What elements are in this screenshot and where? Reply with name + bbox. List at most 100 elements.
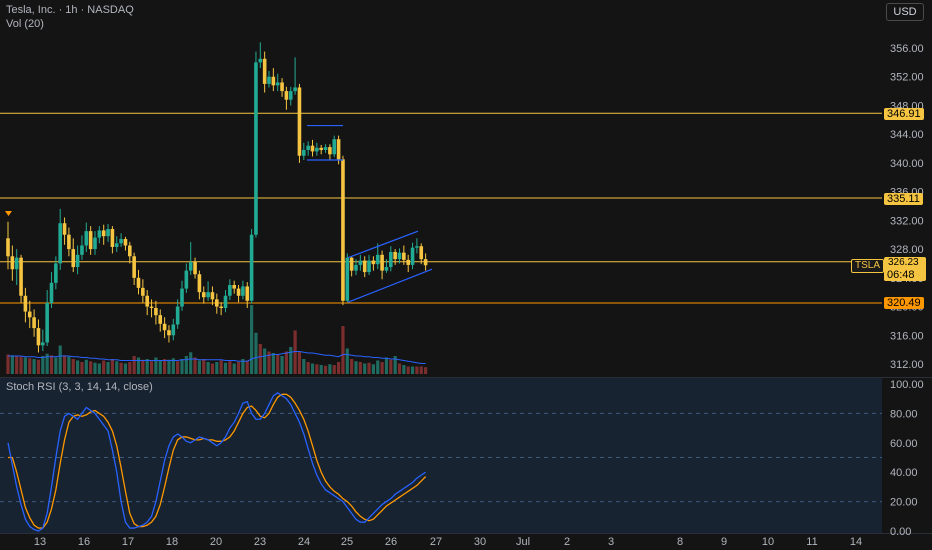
time-tick-label: Jul xyxy=(516,536,530,548)
candle xyxy=(132,252,136,285)
time-tick-label: 30 xyxy=(474,536,486,548)
volume-bar xyxy=(167,359,171,374)
candle-body xyxy=(393,251,397,260)
candle xyxy=(145,290,149,316)
volume-bar xyxy=(323,365,328,374)
volume-bar xyxy=(15,356,19,374)
time-tick-label: 13 xyxy=(34,536,46,548)
candle-body xyxy=(297,87,302,156)
candle xyxy=(410,242,415,270)
volume-bar xyxy=(106,362,110,374)
volume-bar xyxy=(358,362,362,374)
time-tick-label: 8 xyxy=(677,536,683,548)
candle xyxy=(162,317,167,339)
volume-bar xyxy=(276,354,280,374)
volume-bar xyxy=(154,357,158,374)
price-tag-mid: 335.11 xyxy=(884,193,923,205)
currency-button[interactable]: USD xyxy=(886,3,924,21)
candle-body xyxy=(14,257,19,270)
time-axis: 13 16 17 18 20 23 24 25 26 27 30 Jul 2 3 8 9 10 11 14 xyxy=(34,536,862,548)
candle-body xyxy=(284,91,289,100)
candle-body xyxy=(332,139,337,155)
candle-body xyxy=(128,245,132,257)
volume-bar xyxy=(6,354,10,374)
volume-bar xyxy=(115,361,119,374)
candle-body xyxy=(362,260,367,273)
candle xyxy=(423,253,428,271)
candle-body xyxy=(293,87,297,92)
volume-bar xyxy=(402,365,406,374)
candle-body xyxy=(380,254,384,271)
candle-body xyxy=(23,295,28,312)
volume-bar xyxy=(76,360,80,374)
candle xyxy=(71,238,76,273)
volume-bar xyxy=(241,359,245,374)
candle-body xyxy=(271,76,276,86)
candle-body xyxy=(193,262,197,275)
candle-body xyxy=(19,257,23,296)
channel-upper-line xyxy=(347,230,419,259)
volume-bar xyxy=(149,361,154,374)
volume-bar xyxy=(328,364,332,374)
volume-bar xyxy=(254,332,258,374)
candle-body xyxy=(228,285,232,296)
volume-bar xyxy=(210,363,215,374)
volume-bar xyxy=(197,360,201,374)
volume-bar xyxy=(136,357,141,374)
last-price-value: 326.23 xyxy=(888,257,919,268)
volume-bar xyxy=(376,360,380,374)
candle-body xyxy=(275,82,280,86)
volume-bar xyxy=(350,359,354,374)
candle xyxy=(197,270,202,300)
horizontal-levels xyxy=(0,112,882,304)
candle-body xyxy=(336,139,341,160)
price-tag-low: 320.49 xyxy=(884,297,924,309)
rsi-tick-label: 80.00 xyxy=(890,408,918,420)
volume-bar xyxy=(193,357,197,374)
candle-body xyxy=(288,91,293,100)
candle xyxy=(310,139,315,157)
candle xyxy=(258,42,263,69)
volume-bar xyxy=(32,359,36,374)
price-tick-label: 340.00 xyxy=(890,158,924,170)
volume-bar xyxy=(28,358,32,374)
candle xyxy=(332,135,337,158)
candle-body xyxy=(32,317,36,329)
volume-bar xyxy=(284,351,288,374)
time-tick-label: 27 xyxy=(430,536,442,548)
stoch-rsi-d-line xyxy=(8,393,427,529)
candle-body xyxy=(415,246,419,248)
volume-bar xyxy=(410,366,415,374)
candle-body xyxy=(45,302,49,343)
volume-bar xyxy=(176,361,180,374)
volume-bar xyxy=(223,362,228,374)
volume-bar xyxy=(424,367,428,374)
candle-body xyxy=(197,274,202,293)
candle xyxy=(171,318,176,341)
volume-bar xyxy=(41,356,45,374)
volume-bar xyxy=(54,357,58,374)
candle xyxy=(315,142,319,156)
candle xyxy=(249,228,254,304)
rsi-tick-label: 0.00 xyxy=(890,526,911,538)
volume-bar xyxy=(297,351,302,374)
candle-body xyxy=(201,292,206,298)
candle-body xyxy=(154,307,158,316)
candle xyxy=(406,254,410,273)
ticker-label: TSLA xyxy=(851,259,885,273)
price-tick-label: 332.00 xyxy=(890,215,924,227)
candle xyxy=(254,51,258,238)
time-tick-label: 24 xyxy=(298,536,310,548)
candle xyxy=(215,293,219,314)
candle-body xyxy=(36,328,41,346)
candle-body xyxy=(375,254,380,265)
candle-body xyxy=(262,58,267,84)
candle xyxy=(201,286,206,304)
volume-bar xyxy=(354,361,358,374)
volume-bar xyxy=(250,305,254,374)
time-tick-label: 11 xyxy=(806,536,817,548)
volume-bar xyxy=(180,359,184,374)
candle-body xyxy=(249,234,254,301)
candle-body xyxy=(328,147,332,155)
